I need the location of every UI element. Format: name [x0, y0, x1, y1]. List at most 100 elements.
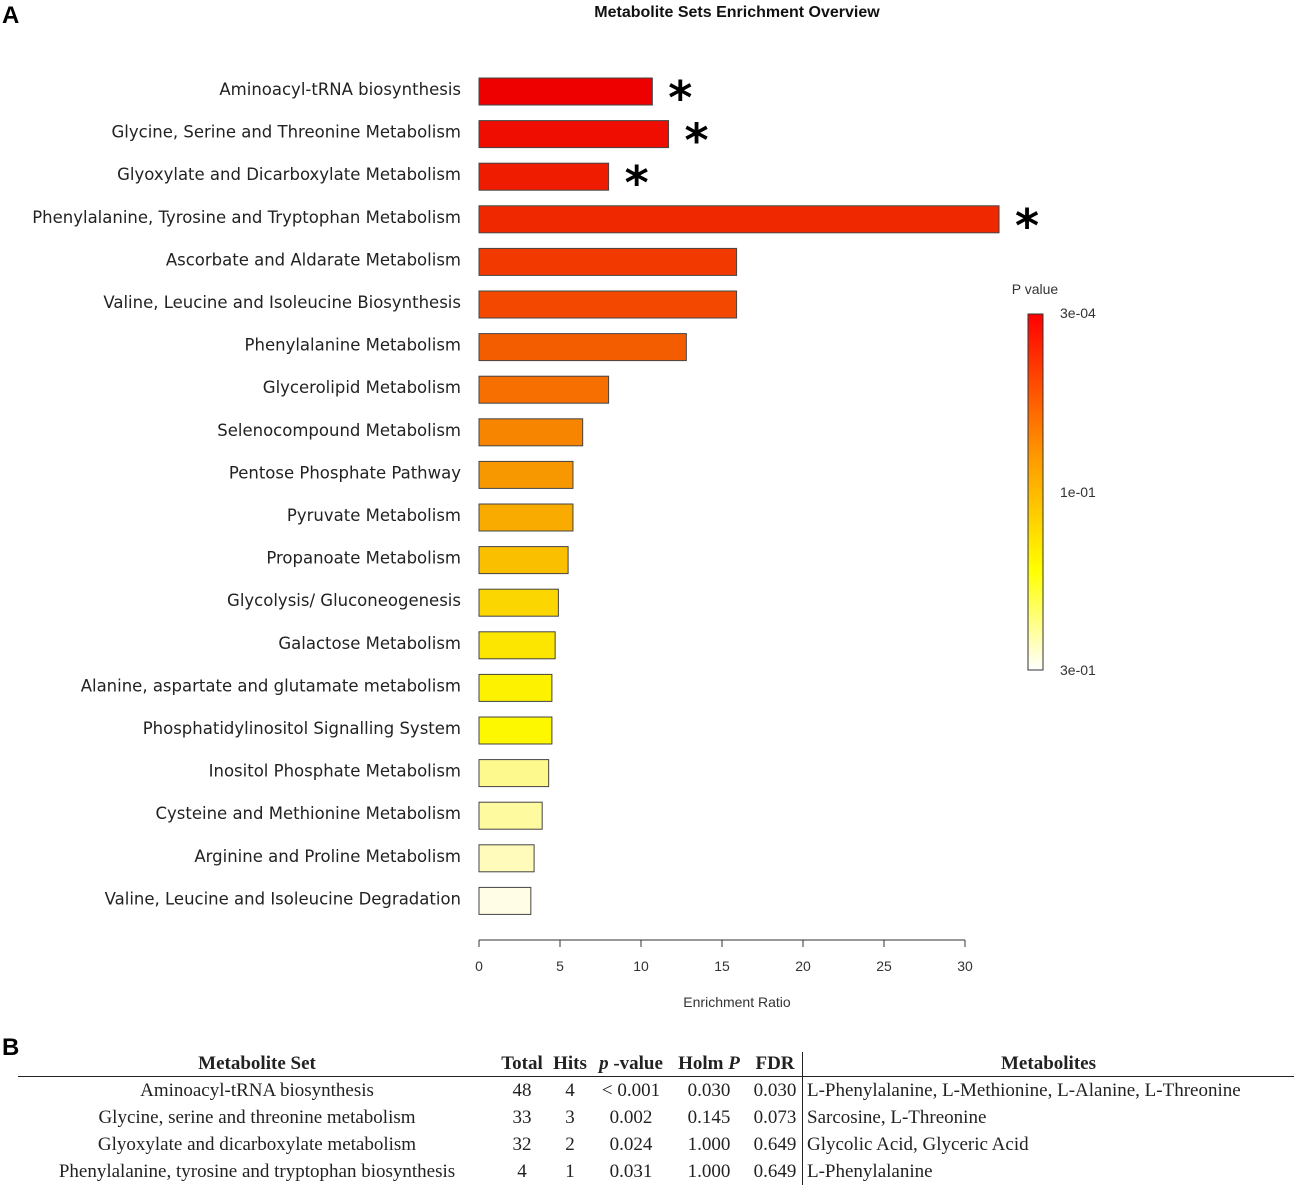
bar: [478, 205, 1000, 234]
header-metabolite-set: Metabolite Set: [18, 1052, 496, 1077]
bar: [478, 759, 550, 788]
legend-label-mid: 1e-01: [1060, 484, 1096, 500]
bar: [478, 162, 610, 191]
bar: [478, 631, 556, 660]
bar: [478, 120, 670, 149]
enrichment-table: Metabolite Set Total Hits p -value Holm …: [18, 1052, 1294, 1185]
panel-b-label: B: [2, 1034, 20, 1061]
cell-total: 48: [512, 1079, 532, 1101]
cell-holm: 0.030: [687, 1079, 731, 1101]
category-label: Propanoate Metabolism: [266, 549, 461, 568]
category-label: Pyruvate Metabolism: [287, 506, 461, 525]
category-label: Alanine, aspartate and glutamate metabol…: [81, 676, 461, 695]
bar: [478, 886, 532, 915]
x-tick-label: 25: [876, 958, 892, 974]
cell-hits: 2: [565, 1133, 575, 1155]
header-pvalue: p -value: [592, 1052, 670, 1077]
cell-hits: 4: [565, 1079, 575, 1101]
category-label: Inositol Phosphate Metabolism: [209, 762, 461, 781]
cell-fdr: 0.030: [753, 1079, 797, 1101]
category-label: Glyoxylate and Dicarboxylate Metabolism: [117, 165, 461, 184]
table-row: Phenylalanine, tyrosine and tryptophan b…: [18, 1158, 1294, 1185]
legend-label-high: 3e-04: [1060, 305, 1096, 321]
legend-title: P value: [1012, 281, 1059, 297]
category-label: Valine, Leucine and Isoleucine Degradati…: [105, 889, 461, 908]
significance-marker: *: [685, 114, 709, 168]
table-row: Aminoacyl-tRNA biosynthesis 48 4 < 0.001…: [18, 1076, 1294, 1104]
table-row: Glyoxylate and dicarboxylate metabolism …: [18, 1131, 1294, 1158]
x-tick-label: 20: [795, 958, 811, 974]
category-label: Glycolysis/ Gluconeogenesis: [227, 591, 461, 610]
category-label: Ascorbate and Aldarate Metabolism: [166, 250, 461, 269]
legend-label-low: 3e-01: [1060, 662, 1096, 678]
header-total: Total: [496, 1052, 548, 1077]
header-fdr: FDR: [748, 1052, 803, 1077]
bar: [478, 801, 543, 830]
x-tick-label: 5: [556, 958, 564, 974]
bar: [478, 844, 535, 873]
cell-metabolite-set: Glyoxylate and dicarboxylate metabolism: [97, 1133, 417, 1155]
header-holm-p: Holm P: [670, 1052, 748, 1077]
bar: [478, 716, 553, 745]
bar: [478, 247, 738, 276]
panel-a-label: A: [2, 2, 20, 29]
bar: [478, 290, 738, 319]
category-label: Selenocompound Metabolism: [217, 421, 461, 440]
significance-marker: *: [625, 156, 649, 210]
cell-metabolites: Glycolic Acid, Glyceric Acid: [802, 1131, 1294, 1158]
cell-fdr: 0.649: [753, 1133, 797, 1155]
bars-layer: Aminoacyl-tRNA biosynthesis * Glycine, Ser…: [32, 71, 1039, 915]
category-label: Galactose Metabolism: [278, 634, 461, 653]
cell-hits: 1: [565, 1160, 575, 1182]
cell-holm: 1.000: [687, 1160, 731, 1182]
table-header-row: Metabolite Set Total Hits p -value Holm …: [18, 1052, 1294, 1077]
x-axis: 0 5 10 15 20 25 30: [475, 939, 973, 974]
cell-holm: 1.000: [687, 1133, 731, 1155]
category-label: Glycine, Serine and Threonine Metabolism: [112, 123, 462, 142]
category-label: Valine, Leucine and Isoleucine Biosynthe…: [103, 293, 461, 312]
chart-title: Metabolite Sets Enrichment Overview: [594, 4, 880, 21]
bar: [478, 333, 687, 362]
significance-marker: *: [1015, 199, 1039, 253]
bar: [478, 673, 553, 702]
cell-total: 33: [512, 1106, 532, 1128]
cell-pvalue: 0.031: [609, 1160, 653, 1182]
category-label: Phenylalanine Metabolism: [245, 336, 461, 355]
cell-fdr: 0.649: [753, 1160, 797, 1182]
cell-pvalue: 0.024: [609, 1133, 653, 1155]
category-label: Aminoacyl-tRNA biosynthesis: [219, 80, 461, 99]
bar: [478, 460, 574, 489]
category-label: Cysteine and Methionine Metabolism: [156, 804, 462, 823]
cell-hits: 3: [565, 1106, 575, 1128]
x-axis-label: Enrichment Ratio: [683, 994, 791, 1010]
category-label: Arginine and Proline Metabolism: [194, 847, 461, 866]
x-tick-label: 0: [475, 958, 483, 974]
category-label: Phenylalanine, Tyrosine and Tryptophan M…: [32, 208, 461, 227]
cell-total: 32: [512, 1133, 532, 1155]
cell-pvalue: < 0.001: [601, 1079, 661, 1101]
bar: [478, 546, 569, 575]
cell-holm: 0.145: [687, 1106, 731, 1128]
bar: [478, 77, 653, 106]
cell-fdr: 0.073: [753, 1106, 797, 1128]
legend-colorbar: [1027, 313, 1044, 671]
x-tick-label: 10: [633, 958, 649, 974]
cell-metabolites: Sarcosine, L-Threonine: [802, 1104, 1294, 1131]
enrichment-bar-chart: Metabolite Sets Enrichment Overview Amin…: [32, 4, 1096, 1010]
cell-pvalue: 0.002: [609, 1106, 653, 1128]
bar: [478, 375, 610, 404]
cell-metabolite-set: Glycine, serine and threonine metabolism: [98, 1106, 416, 1128]
x-tick-label: 30: [957, 958, 973, 974]
cell-metabolites: L-Phenylalanine, L-Methionine, L-Alanine…: [802, 1076, 1294, 1104]
table-row: Glycine, serine and threonine metabolism…: [18, 1104, 1294, 1131]
category-label: Phosphatidylinositol Signalling System: [143, 719, 461, 738]
pvalue-legend: P value 3e-04 1e-01 3e-01: [1012, 281, 1096, 678]
cell-metabolite-set: Phenylalanine, tyrosine and tryptophan b…: [58, 1160, 456, 1182]
bar: [478, 588, 559, 617]
cell-metabolite-set: Aminoacyl-tRNA biosynthesis: [140, 1079, 374, 1101]
bar: [478, 418, 584, 447]
cell-metabolites: L-Phenylalanine: [802, 1158, 1294, 1185]
x-tick-label: 15: [714, 958, 730, 974]
header-metabolites: Metabolites: [802, 1052, 1294, 1077]
header-hits: Hits: [548, 1052, 592, 1077]
